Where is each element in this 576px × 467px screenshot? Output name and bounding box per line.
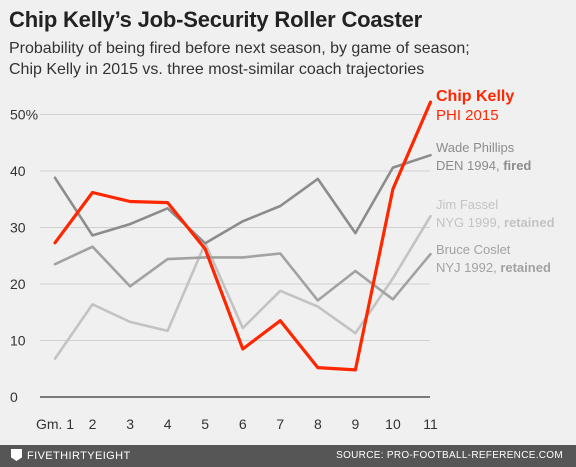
y-tick-label: 40 bbox=[10, 163, 26, 179]
x-tick-label: Gm. 1 bbox=[36, 416, 74, 432]
series-label-name: Jim Fassel bbox=[436, 197, 498, 212]
subtitle-line-1: Probability of being fired before next s… bbox=[9, 40, 470, 57]
y-tick-label: 30 bbox=[10, 220, 26, 236]
x-tick-label: 7 bbox=[276, 416, 284, 432]
series-label-name: Chip Kelly bbox=[436, 88, 514, 105]
series-label-detail: PHI 2015 bbox=[436, 107, 499, 124]
y-tick-label: 10 bbox=[10, 333, 26, 349]
series-label-name: Wade Phillips bbox=[436, 140, 515, 155]
series-label-detail: NYJ 1992, retained bbox=[436, 260, 551, 275]
source-note: SOURCE: PRO-FOOTBALL-REFERENCE.COM bbox=[336, 450, 563, 461]
x-tick-label: 9 bbox=[352, 416, 360, 432]
x-tick-label: 4 bbox=[164, 416, 172, 432]
y-tick-label: 50% bbox=[10, 107, 38, 123]
series-line bbox=[53, 245, 432, 302]
y-tick-label: 0 bbox=[10, 389, 18, 405]
series-line bbox=[53, 100, 433, 372]
subtitle-line-2: Chip Kelly in 2015 vs. three most-simila… bbox=[9, 61, 425, 78]
x-tick-label: 11 bbox=[423, 416, 438, 432]
y-tick-label: 20 bbox=[10, 276, 26, 292]
x-tick-label: 8 bbox=[314, 416, 322, 432]
line-chart: 0 10 20 30 40 50% Gm. 1 2 3 4 5 6 7 8 9 10 11 Jim Fassel N… bbox=[10, 88, 555, 432]
chart-title: Chip Kelly’s Job-Security Roller Coaster bbox=[9, 7, 422, 32]
brand-logo: FIVETHIRTYEIGHT bbox=[11, 449, 131, 462]
chart-subtitle: Probability of being fired before next s… bbox=[9, 38, 569, 80]
series-line bbox=[53, 214, 432, 360]
x-tick-label: 2 bbox=[89, 416, 97, 432]
series-label-name: Bruce Coslet bbox=[436, 242, 511, 257]
series-label-detail: DEN 1994, fired bbox=[436, 158, 531, 173]
series-label-detail: NYG 1999, retained bbox=[436, 215, 555, 230]
series-line bbox=[53, 153, 432, 245]
brand-name: FIVETHIRTYEIGHT bbox=[27, 450, 131, 462]
x-tick-label: 6 bbox=[239, 416, 247, 432]
footer-bar: FIVETHIRTYEIGHT SOURCE: PRO-FOOTBALL-REF… bbox=[0, 445, 576, 467]
x-tick-label: 5 bbox=[201, 416, 209, 432]
fivethirtyeight-icon bbox=[11, 449, 22, 461]
x-tick-label: 10 bbox=[385, 416, 401, 432]
x-tick-label: 3 bbox=[126, 416, 134, 432]
